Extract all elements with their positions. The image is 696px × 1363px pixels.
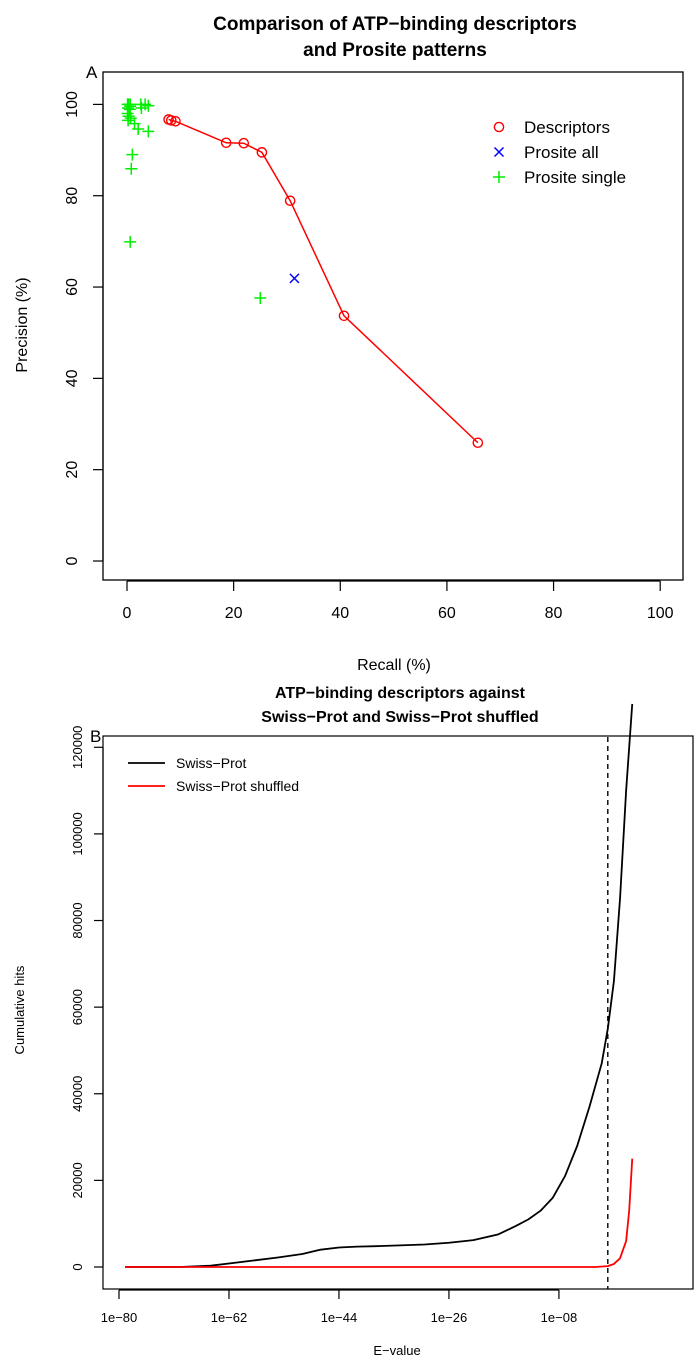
chart-a-y-tick-label: 20 <box>64 461 81 479</box>
chart-a-data <box>121 98 484 449</box>
series-prosite-single-point <box>124 235 137 248</box>
chart-a-x-tick-label: 40 <box>331 605 349 622</box>
chart-b: ATP−binding descriptors against Swiss−Pr… <box>12 685 694 1358</box>
chart-b-y-tick-label: 80000 <box>70 902 85 938</box>
chart-a-y-tick-label: 60 <box>64 278 81 296</box>
series-descriptors-point <box>170 115 181 127</box>
series-descriptors-point <box>165 115 177 126</box>
chart-b-x-axis: 1e−80 1e−62 1e−44 1e−26 1e−08 <box>101 1289 578 1325</box>
chart-a-y-tick-label: 100 <box>64 91 81 118</box>
legend-prosite-all-label: Prosite all <box>524 143 599 162</box>
chart-b-x-tick-label: 1e−26 <box>431 1310 468 1325</box>
chart-a-x-tick-label: 0 <box>123 605 132 622</box>
chart-b-y-tick-label: 40000 <box>70 1076 85 1112</box>
legend-prosite-single-label: Prosite single <box>524 168 626 187</box>
chart-b-y-tick-label: 100000 <box>70 812 85 855</box>
chart-a-x-tick-label: 20 <box>225 605 243 622</box>
series-descriptors-point <box>338 310 350 322</box>
chart-a-y-tick-label: 40 <box>64 369 81 387</box>
chart-a-x-tick-label: 60 <box>438 605 456 622</box>
legend-prosite-single-marker <box>493 171 505 183</box>
series-prosite-single-point <box>125 162 138 175</box>
chart-b-x-tick-label: 1e−80 <box>101 1310 138 1325</box>
chart-b-y-axis: 0 20000 40000 60000 80000 100000 120000 <box>70 726 104 1271</box>
chart-b-x-tick-label: 1e−62 <box>211 1310 248 1325</box>
chart-b-y-tick-label: 120000 <box>70 726 85 769</box>
series-swiss-prot-line <box>125 703 634 1268</box>
chart-b-plot-frame <box>102 735 694 1290</box>
chart-a: Comparison of ATP−binding descriptors an… <box>14 14 684 674</box>
series-descriptors-line <box>168 118 479 444</box>
chart-b-y-tick-label: 20000 <box>70 1162 85 1198</box>
chart-a-x-tick-label: 80 <box>545 605 563 622</box>
chart-a-y-axis-label: Precision (%) <box>14 277 31 372</box>
chart-a-x-axis: 0 20 40 60 80 100 <box>123 580 674 622</box>
chart-a-y-tick-label: 0 <box>64 556 81 565</box>
legend-swiss-prot-shuffled-label: Swiss−Prot shuffled <box>176 778 299 794</box>
chart-b-title-line-1: ATP−binding descriptors against <box>275 685 526 702</box>
chart-a-title-line-2: and Prosite patterns <box>303 40 487 61</box>
series-descriptors-point <box>220 137 232 149</box>
chart-b-y-axis-label: Cumulative hits <box>12 965 27 1054</box>
chart-a-panel-label: A <box>86 63 98 82</box>
legend-prosite-all-marker <box>493 146 505 158</box>
chart-a-y-axis: 0 20 40 60 80 100 <box>64 91 104 565</box>
chart-b-x-tick-label: 1e−44 <box>321 1310 358 1325</box>
series-prosite-single-point <box>142 125 155 138</box>
series-descriptors-point <box>472 437 484 449</box>
series-swiss-prot-shuffled-line <box>125 1158 634 1268</box>
chart-a-y-tick-label: 80 <box>64 187 81 205</box>
series-prosite-single-point <box>122 114 135 127</box>
legend-swiss-prot-label: Swiss−Prot <box>176 755 247 771</box>
series-prosite-single-point <box>142 99 155 112</box>
chart-a-legend: Descriptors Prosite all Prosite single <box>493 118 626 187</box>
series-descriptors-point <box>284 195 296 207</box>
series-descriptors-point <box>256 147 268 158</box>
chart-b-title-line-2: Swiss−Prot and Swiss−Prot shuffled <box>261 709 538 726</box>
series-prosite-single-point <box>132 123 145 136</box>
chart-a-x-tick-label: 100 <box>647 605 674 622</box>
series-prosite-single-point <box>124 100 137 113</box>
chart-b-x-tick-label: 1e−08 <box>541 1310 578 1325</box>
chart-b-x-axis-label: E−value <box>373 1343 420 1358</box>
chart-b-panel-label: B <box>90 727 101 746</box>
chart-b-data <box>125 703 634 1289</box>
legend-descriptors-marker <box>493 121 505 133</box>
chart-b-y-tick-label: 60000 <box>70 989 85 1025</box>
legend-descriptors-label: Descriptors <box>524 118 610 137</box>
series-descriptors-point <box>238 137 250 149</box>
series-prosite-single-point <box>254 291 267 304</box>
series-prosite-single-point <box>135 102 148 115</box>
chart-b-legend: Swiss−Prot Swiss−Prot shuffled <box>128 755 299 794</box>
series-prosite-single-point <box>126 148 139 161</box>
chart-b-y-tick-label: 0 <box>70 1263 85 1270</box>
chart-a-title-line-1: Comparison of ATP−binding descriptors <box>213 14 577 35</box>
chart-a-x-axis-label: Recall (%) <box>357 657 431 674</box>
series-prosite-all-point <box>289 273 300 284</box>
